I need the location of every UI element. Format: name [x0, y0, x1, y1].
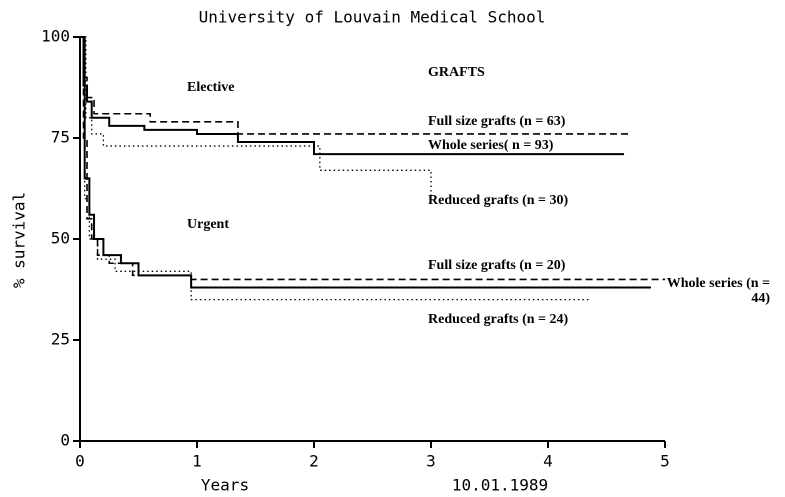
y-tick-label: 75	[51, 128, 70, 147]
x-tick-label: 1	[192, 452, 202, 471]
survival-line	[80, 36, 432, 199]
series-label: Reduced grafts (n = 30)	[428, 193, 569, 208]
survival-line	[80, 36, 625, 156]
y-tick-label: 100	[41, 27, 70, 46]
series-label: Whole series (n = 44)	[666, 276, 770, 306]
series-label: Whole series( n = 93)	[428, 138, 554, 153]
annotation: Urgent	[187, 217, 229, 232]
x-tick-label: 4	[543, 452, 553, 471]
x-tick-label: 3	[426, 452, 436, 471]
y-tick-label: 50	[51, 229, 70, 248]
x-axis-label: Years	[201, 476, 249, 495]
survival-line	[80, 36, 589, 301]
x-tick-label: 5	[660, 452, 670, 471]
survival-line	[80, 36, 651, 289]
series-label: Reduced grafts (n = 24)	[428, 312, 569, 327]
series-label: Full size grafts (n = 63)	[428, 114, 566, 129]
annotation: Elective	[187, 80, 234, 95]
x-tick-label: 0	[75, 452, 85, 471]
y-tick-label: 25	[51, 330, 70, 349]
y-axis-label: % survival	[10, 192, 29, 288]
chart-title: University of Louvain Medical School	[199, 8, 546, 27]
series-label: Full size grafts (n = 20)	[428, 258, 566, 273]
date: 10.01.1989	[452, 476, 548, 495]
survival-line	[80, 36, 665, 281]
annotation: GRAFTS	[428, 65, 485, 80]
x-tick-label: 2	[309, 452, 319, 471]
y-tick-label: 0	[60, 431, 70, 450]
